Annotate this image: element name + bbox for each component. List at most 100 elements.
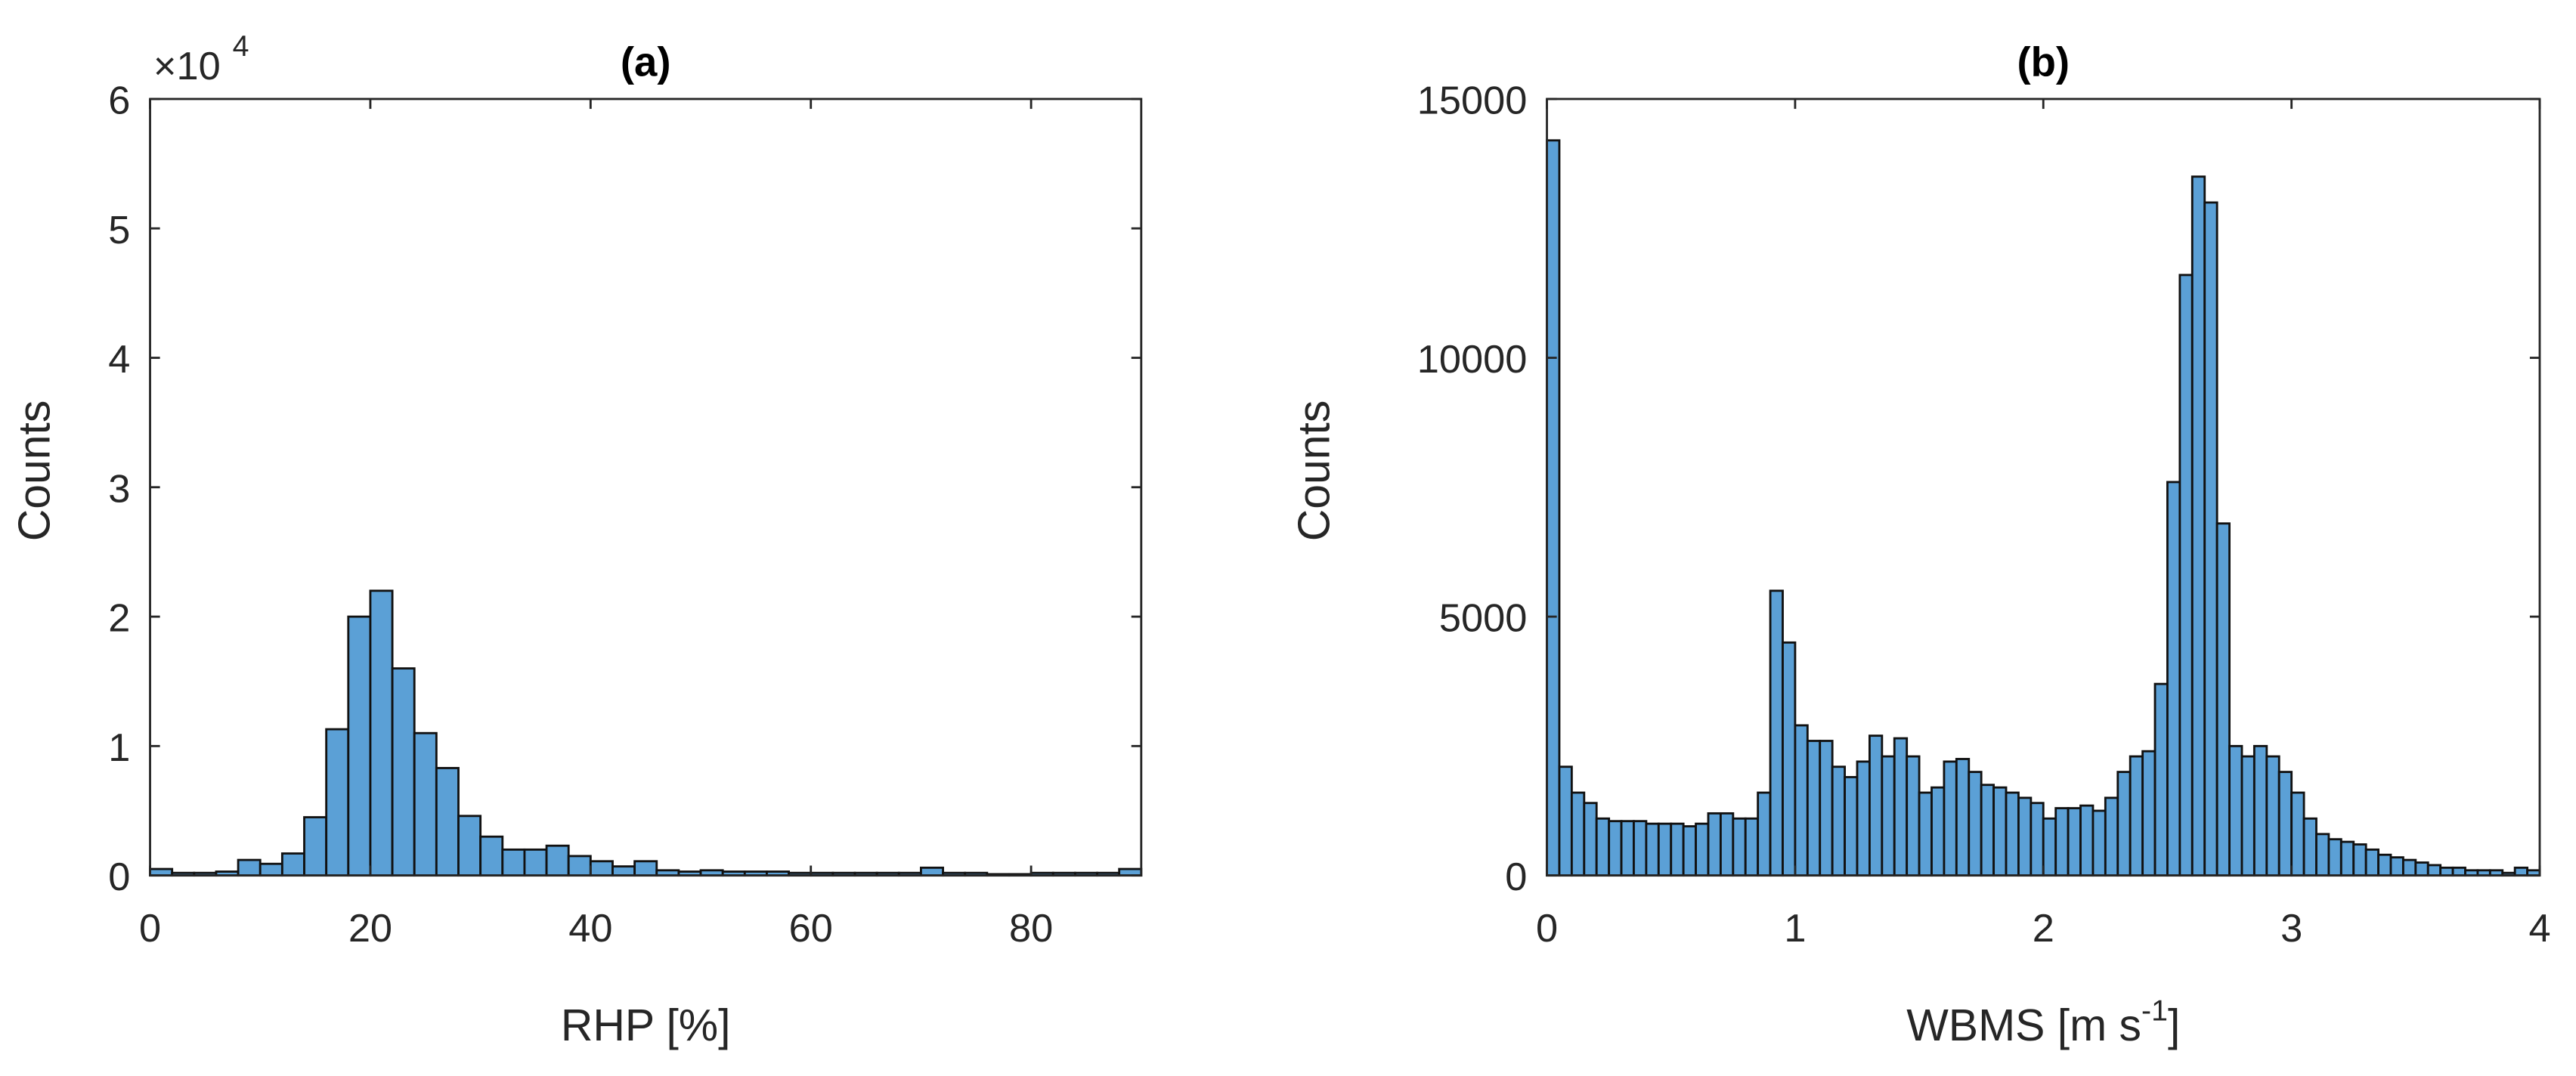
- bar: [1769, 589, 1784, 877]
- y-axis-label: Counts: [10, 400, 59, 542]
- bar: [2240, 755, 2256, 877]
- y-tick-label: 5: [108, 209, 130, 252]
- y-tick-label: 6: [108, 79, 130, 123]
- bar: [1806, 740, 1822, 877]
- bar: [1583, 802, 1598, 877]
- x-axis-label: RHP [%]: [561, 1001, 731, 1050]
- bar: [2042, 817, 2057, 877]
- y-tick-label: 1: [108, 726, 130, 770]
- bar: [1570, 791, 1586, 877]
- bar: [2203, 201, 2218, 877]
- x-tick-label: 0: [1536, 907, 1558, 951]
- bar: [2141, 750, 2156, 877]
- bar: [2439, 866, 2454, 877]
- y-multiplier: ×10: [153, 45, 221, 88]
- bar: [347, 615, 372, 877]
- bar: [2290, 791, 2305, 877]
- bar: [1595, 817, 1611, 877]
- bar: [2166, 481, 2181, 877]
- x-axis-label-suffix: ]: [2168, 1001, 2180, 1050]
- bar: [1869, 734, 1884, 877]
- bar: [2401, 858, 2417, 877]
- bar: [2191, 175, 2206, 877]
- bar: [457, 815, 482, 877]
- bar: [1794, 724, 1809, 877]
- bar: [259, 862, 283, 877]
- bar: [920, 866, 944, 877]
- bar: [2091, 809, 2107, 877]
- bar: [2414, 861, 2429, 877]
- bar: [523, 848, 548, 877]
- y-tick-label: 2: [108, 597, 130, 641]
- bar: [369, 589, 394, 877]
- bar: [2030, 802, 2045, 877]
- bar: [1943, 760, 1958, 877]
- bar: [1881, 755, 1896, 877]
- bar: [2315, 833, 2330, 877]
- plot-frame: [149, 97, 1143, 877]
- y-tick-label: 0: [108, 855, 130, 899]
- x-tick-label: 60: [789, 907, 833, 951]
- x-tick-label: 0: [139, 907, 161, 951]
- x-axis-label-text: WBMS [m s: [1906, 1001, 2141, 1050]
- bar: [2364, 848, 2379, 877]
- y-tick-label: 4: [108, 338, 130, 382]
- bar: [2129, 755, 2144, 877]
- bar: [1968, 771, 1983, 877]
- bar: [479, 835, 504, 877]
- bar: [1620, 820, 1635, 877]
- bar: [1782, 641, 1797, 877]
- y-tick-label: 15000: [1417, 79, 1528, 123]
- y-multiplier-exponent: 4: [233, 29, 249, 63]
- bar: [2302, 817, 2317, 877]
- bar: [1757, 791, 1772, 877]
- x-tick-label: 40: [568, 907, 612, 951]
- bar: [280, 852, 305, 877]
- bar: [2339, 840, 2355, 877]
- bar: [2277, 771, 2293, 877]
- bar: [2116, 771, 2132, 877]
- bar: [2377, 853, 2392, 877]
- bar: [1707, 812, 1722, 877]
- bar: [1546, 139, 1561, 877]
- bar: [2389, 856, 2404, 877]
- bar: [2067, 807, 2082, 877]
- bar: [589, 860, 614, 877]
- y-tick-label: 10000: [1417, 338, 1528, 382]
- bar: [1645, 822, 1660, 877]
- chart-title: (b): [2017, 39, 2070, 85]
- bar: [1657, 822, 1673, 877]
- bar: [2513, 866, 2528, 877]
- x-axis-label-superscript: -1: [2141, 994, 2168, 1028]
- bar: [2252, 744, 2268, 877]
- bar: [1955, 758, 1971, 877]
- chart-title: (a): [621, 39, 671, 85]
- bar: [2265, 755, 2280, 877]
- bar: [1819, 740, 1834, 877]
- bar: [2228, 744, 2243, 877]
- bar: [1930, 786, 1946, 877]
- bar: [1608, 820, 1623, 877]
- bar: [2426, 864, 2442, 877]
- bar: [2451, 866, 2466, 877]
- bar: [2017, 796, 2033, 877]
- x-axis-label-text: RHP [%]: [561, 1001, 731, 1050]
- bar: [391, 667, 416, 877]
- bar: [1893, 737, 1909, 877]
- bar: [1732, 817, 1747, 877]
- y-axis-label: Counts: [1290, 400, 1339, 542]
- bar: [1633, 820, 1648, 877]
- bar: [1670, 822, 1685, 877]
- bar: [413, 731, 438, 877]
- bar: [501, 848, 526, 877]
- x-tick-label: 80: [1009, 907, 1053, 951]
- bar: [1831, 765, 1846, 877]
- bar: [2054, 807, 2070, 877]
- y-tick-label: 0: [1505, 855, 1527, 899]
- bar: [1992, 786, 2008, 877]
- bar: [1695, 822, 1710, 877]
- bar: [2352, 843, 2367, 877]
- bar: [2327, 838, 2342, 877]
